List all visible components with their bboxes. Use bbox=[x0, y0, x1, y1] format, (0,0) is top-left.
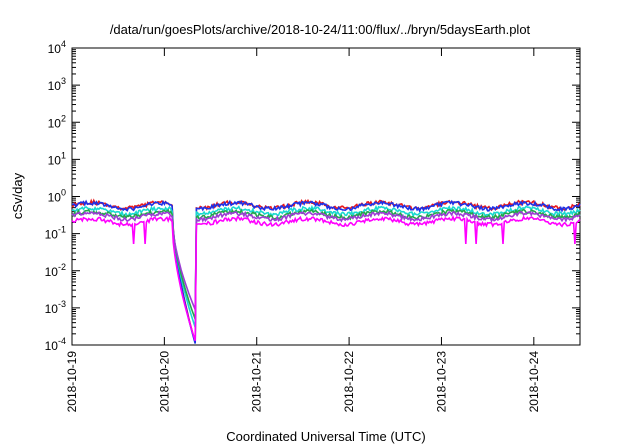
x-tick-label: 2018-10-20 bbox=[157, 351, 171, 413]
y-tick-label: 10-1 bbox=[45, 225, 66, 242]
y-tick-label: 102 bbox=[48, 113, 66, 130]
y-tick-label: 100 bbox=[48, 188, 66, 205]
y-axis-label: cSv/day bbox=[10, 172, 25, 219]
x-axis-label: Coordinated Universal Time (UTC) bbox=[226, 429, 425, 444]
series-line bbox=[71, 210, 581, 310]
series-group bbox=[71, 198, 581, 344]
y-tick-label: 10-4 bbox=[45, 336, 66, 353]
series-line bbox=[72, 208, 581, 320]
x-tick-label: 2018-10-21 bbox=[250, 351, 264, 413]
y-tick-label: 101 bbox=[48, 150, 66, 167]
x-axis-ticks: 2018-10-19 2018-10-20 2018-10-21 2018-10-22… bbox=[65, 48, 541, 412]
plot-frame bbox=[71, 47, 581, 346]
series-line bbox=[71, 199, 581, 344]
y-tick-label: 104 bbox=[48, 39, 66, 56]
chart-title: /data/run/goesPlots/archive/2018-10-24/1… bbox=[110, 22, 531, 37]
x-tick-label: 2018-10-19 bbox=[65, 351, 79, 413]
x-tick-label: 2018-10-22 bbox=[342, 351, 356, 413]
y-tick-label: 103 bbox=[48, 76, 66, 93]
y-tick-label: 10-3 bbox=[45, 299, 66, 316]
y-tick-label: 10-2 bbox=[45, 262, 66, 279]
x-tick-label: 2018-10-24 bbox=[527, 351, 541, 413]
y-axis-ticks: 10-4 10-3 10-2 10-1 100 101 102 103 104 bbox=[45, 39, 580, 353]
x-tick-label: 2018-10-23 bbox=[434, 351, 448, 413]
series-line bbox=[71, 214, 581, 342]
